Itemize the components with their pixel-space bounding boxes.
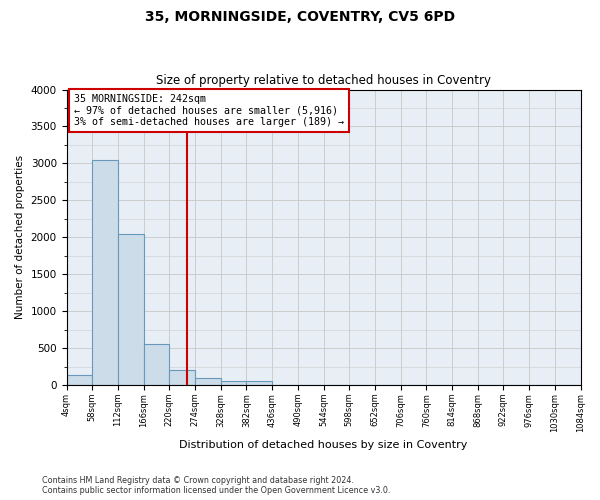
Bar xyxy=(195,378,221,385)
Text: 35 MORNINGSIDE: 242sqm
← 97% of detached houses are smaller (5,916)
3% of semi-d: 35 MORNINGSIDE: 242sqm ← 97% of detached… xyxy=(74,94,344,127)
Bar xyxy=(67,376,92,385)
Text: 35, MORNINGSIDE, COVENTRY, CV5 6PD: 35, MORNINGSIDE, COVENTRY, CV5 6PD xyxy=(145,10,455,24)
Bar xyxy=(247,382,272,385)
Y-axis label: Number of detached properties: Number of detached properties xyxy=(15,155,25,320)
Bar xyxy=(169,370,195,385)
Text: Contains HM Land Registry data © Crown copyright and database right 2024.
Contai: Contains HM Land Registry data © Crown c… xyxy=(42,476,391,495)
Bar xyxy=(221,380,247,385)
Title: Size of property relative to detached houses in Coventry: Size of property relative to detached ho… xyxy=(156,74,491,87)
X-axis label: Distribution of detached houses by size in Coventry: Distribution of detached houses by size … xyxy=(179,440,468,450)
Bar xyxy=(118,234,143,385)
Bar xyxy=(92,160,118,385)
Bar xyxy=(143,344,169,385)
